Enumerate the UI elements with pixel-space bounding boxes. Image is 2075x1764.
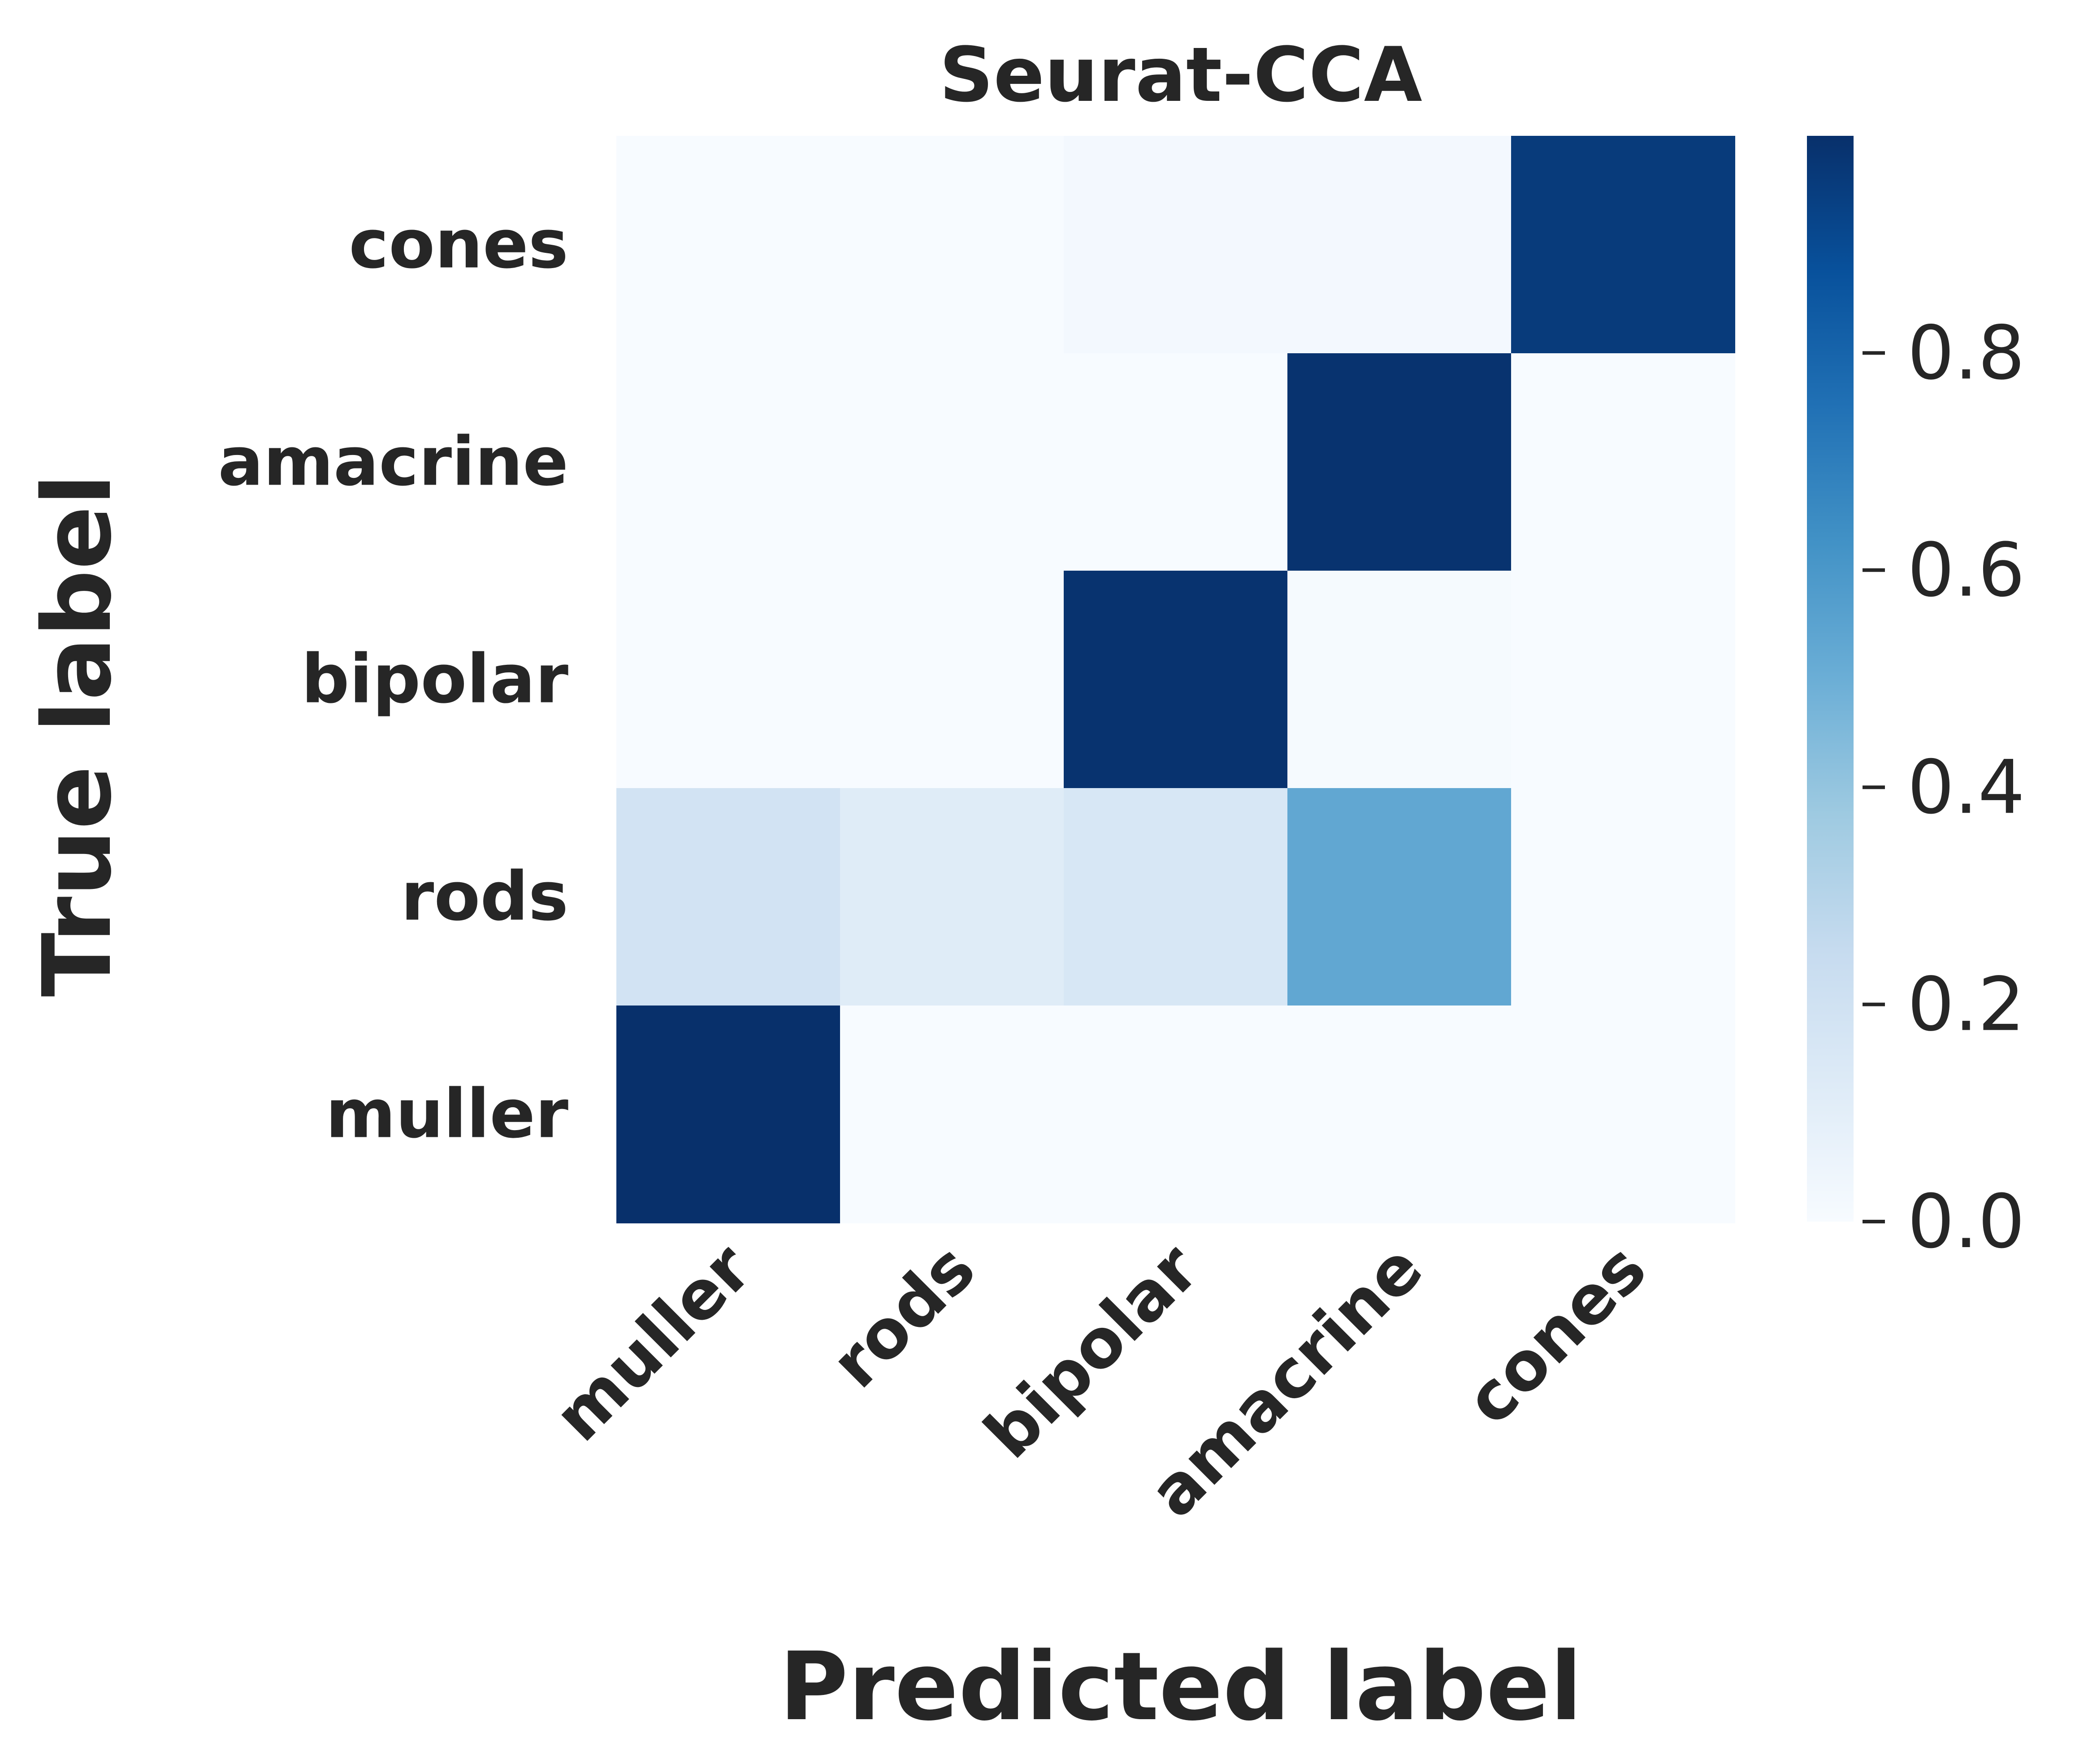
chart-title: Seurat-CCA	[939, 31, 1422, 119]
heatmap-cell-amacrine-cones	[1511, 353, 1735, 571]
heatmap-cell-rods-cones	[1511, 788, 1735, 1006]
heatmap-cell-cones-amacrine	[1287, 136, 1512, 354]
colorbar-ticks: 0.0 0.2 0.4 0.6 0.8	[1863, 310, 2025, 1265]
y-tick-labels: cones amacrine bipolar rods muller	[218, 206, 568, 1153]
heatmap-cell-cones-bipolar	[1064, 136, 1288, 354]
heatmap-cell-bipolar-cones	[1511, 571, 1735, 789]
y-axis-label: True label	[22, 473, 132, 997]
y-tick-label: amacrine	[218, 423, 568, 501]
heatmap-cell-amacrine-muller	[616, 353, 840, 571]
heatmap-cell-muller-rods	[840, 1006, 1064, 1223]
heatmap-cells	[616, 136, 1735, 1223]
y-tick-label: rods	[401, 858, 568, 936]
heatmap-cell-bipolar-rods	[840, 571, 1064, 789]
heatmap-cell-rods-rods	[840, 788, 1064, 1006]
heatmap-cell-rods-amacrine	[1287, 788, 1512, 1006]
y-tick-label: bipolar	[301, 641, 568, 719]
colorbar-gradient	[1807, 136, 1854, 1222]
x-tick-label: muller	[540, 1229, 767, 1456]
colorbar-tick-label: 0.0	[1907, 1179, 2025, 1265]
heatmap-cell-muller-muller	[616, 1006, 840, 1223]
x-tick-label: cones	[1451, 1229, 1661, 1439]
heatmap-cell-amacrine-amacrine	[1287, 353, 1512, 571]
heatmap-cell-muller-amacrine	[1287, 1006, 1512, 1223]
x-axis-label: Predicted label	[779, 1632, 1582, 1742]
heatmap-cell-amacrine-rods	[840, 353, 1064, 571]
y-tick-label: cones	[349, 206, 568, 284]
heatmap-cell-bipolar-bipolar	[1064, 571, 1288, 789]
y-tick-label: muller	[325, 1075, 568, 1153]
heatmap-cell-cones-cones	[1511, 136, 1735, 354]
colorbar-tick-label: 0.4	[1907, 744, 2025, 830]
colorbar	[1807, 136, 1854, 1222]
heatmap-cell-cones-muller	[616, 136, 840, 354]
x-tick-label: rods	[817, 1229, 990, 1403]
heatmap-cell-amacrine-bipolar	[1064, 353, 1288, 571]
heatmap-cell-bipolar-muller	[616, 571, 840, 789]
heatmap-cell-muller-cones	[1511, 1006, 1735, 1223]
heatmap-cell-cones-rods	[840, 136, 1064, 354]
heatmap-cell-muller-bipolar	[1064, 1006, 1288, 1223]
colorbar-tick-label: 0.2	[1907, 962, 2025, 1048]
heatmap-cell-rods-bipolar	[1064, 788, 1288, 1006]
heatmap-cell-bipolar-amacrine	[1287, 571, 1512, 789]
colorbar-tick-label: 0.6	[1907, 527, 2025, 613]
colorbar-tick-label: 0.8	[1907, 310, 2025, 396]
heatmap-cell-rods-muller	[616, 788, 840, 1006]
